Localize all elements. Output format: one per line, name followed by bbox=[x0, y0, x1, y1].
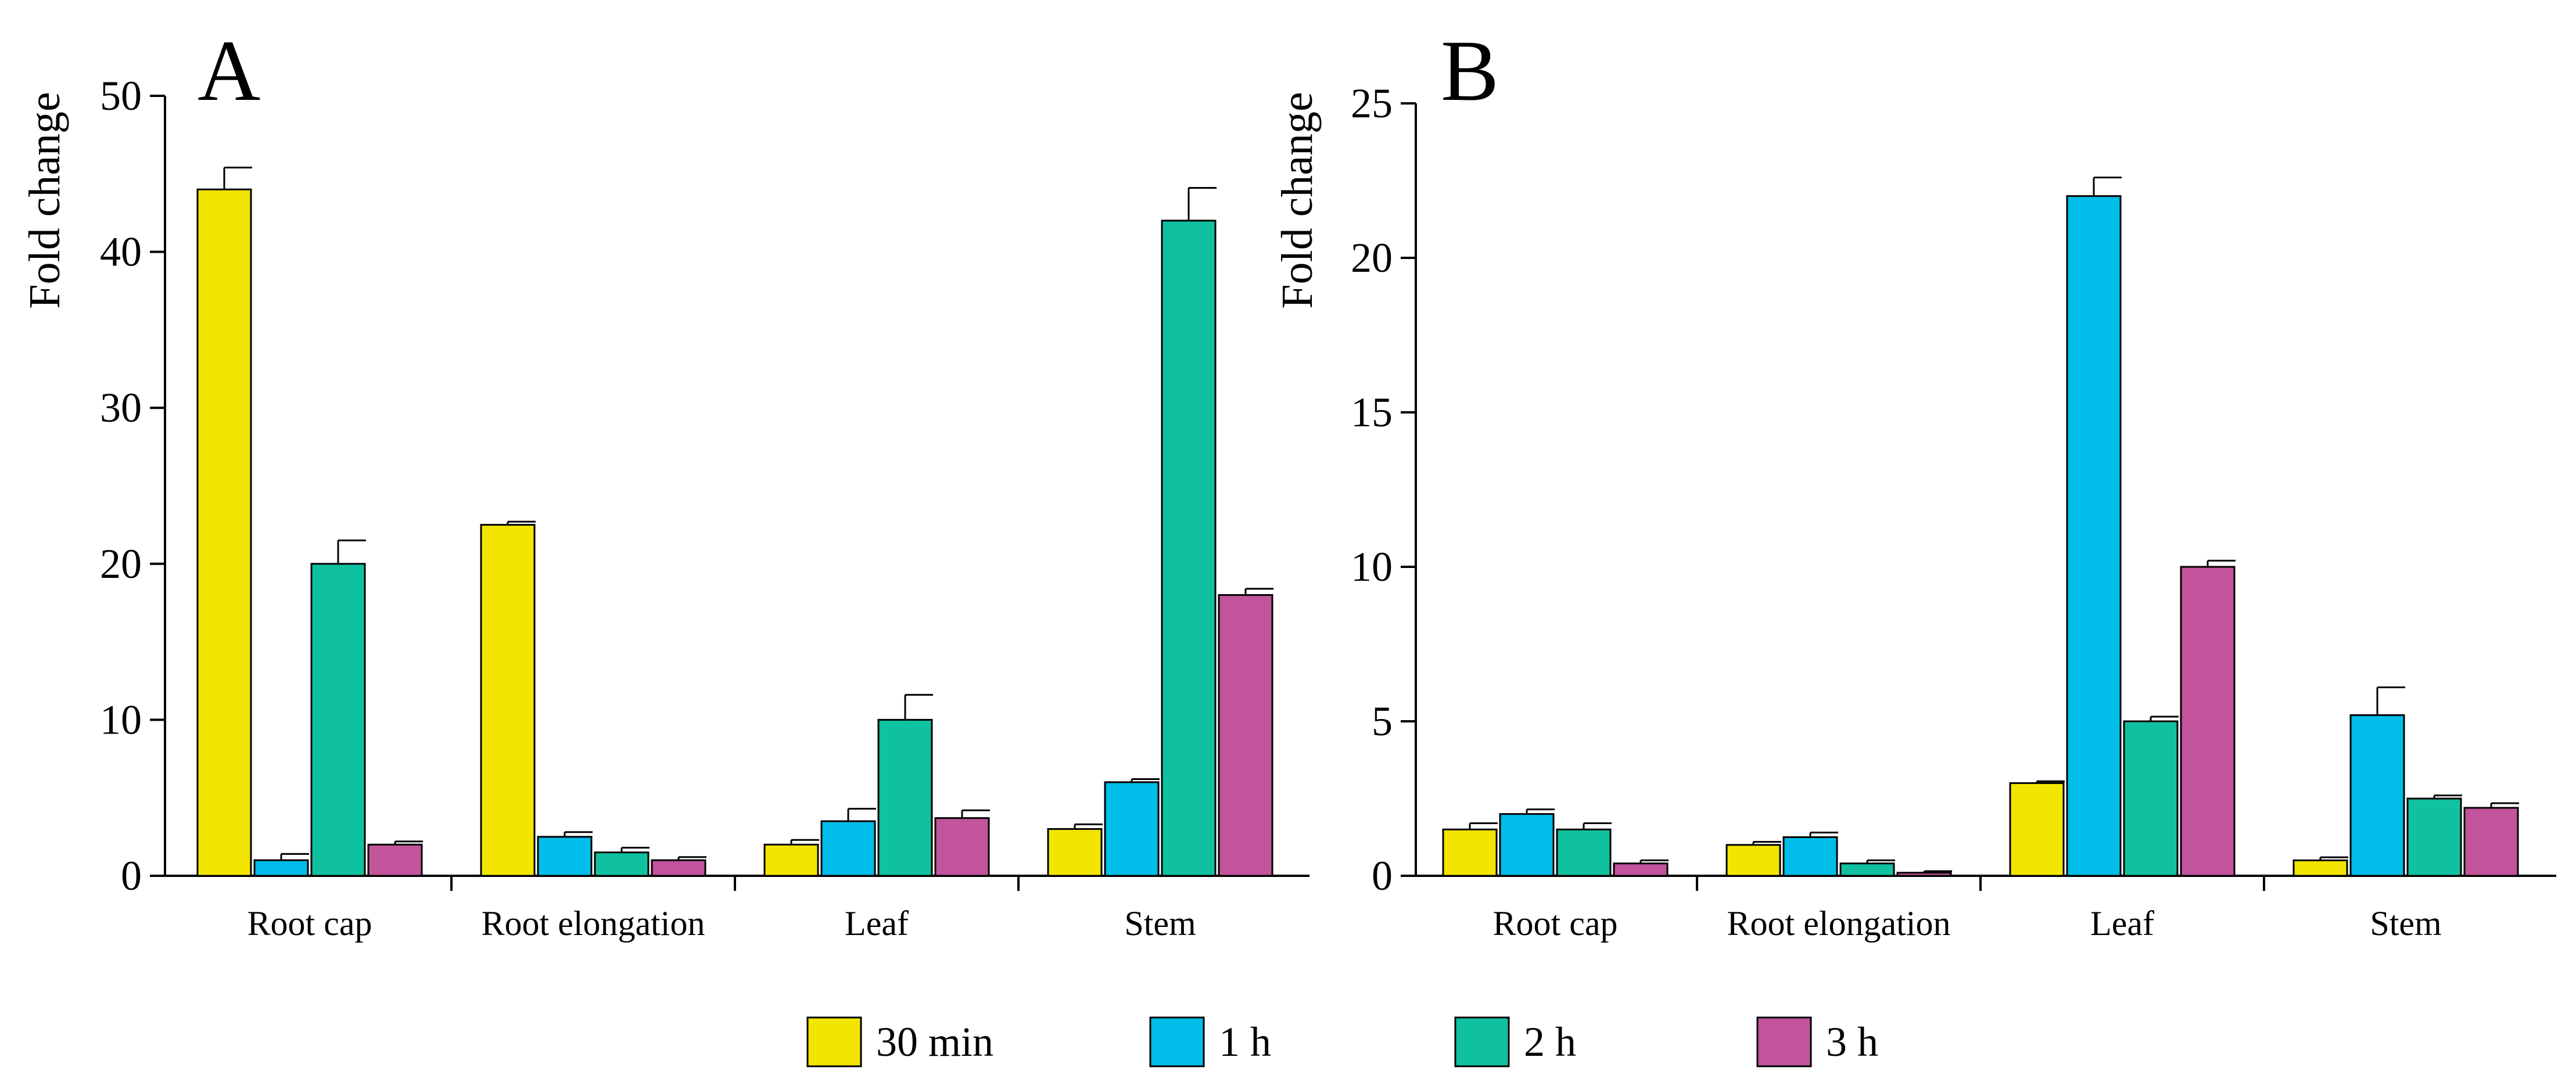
panel-b-chart: B Fold change 0 5 10 15 20 25 Root cap Root elo… bbox=[1273, 23, 2556, 943]
panel-a-bar bbox=[1104, 781, 1160, 877]
panel-b-category-label: Stem bbox=[2370, 904, 2441, 943]
panel-a-category-label: Stem bbox=[1124, 904, 1196, 943]
panel-b-bar bbox=[2292, 859, 2348, 877]
panel-b-bar bbox=[1499, 813, 1555, 877]
legend-swatch bbox=[806, 1016, 862, 1067]
panel-b-bar bbox=[1839, 862, 1895, 877]
legend-label: 30 min bbox=[876, 1019, 993, 1065]
panel-b-bar bbox=[1725, 844, 1781, 877]
legend-swatch bbox=[1149, 1016, 1205, 1067]
panel-a-bar bbox=[877, 718, 933, 877]
panel-b-bar bbox=[1782, 836, 1838, 877]
panel-a-y-tick-label: 50 bbox=[100, 73, 142, 119]
panel-b-bar bbox=[2349, 714, 2405, 877]
panel-b-category-label: Root cap bbox=[1493, 904, 1618, 943]
panel-b-y-tick-label: 10 bbox=[1351, 544, 1393, 590]
panel-b-bar bbox=[1613, 862, 1669, 877]
panel-b-bar bbox=[2180, 566, 2236, 877]
panel-b-y-tick-label: 0 bbox=[1372, 853, 1393, 899]
panel-b-category-label: Leaf bbox=[2090, 904, 2154, 943]
legend-label: 2 h bbox=[1524, 1019, 1576, 1065]
panel-b-category-label: Root elongation bbox=[1727, 904, 1951, 943]
panel-b-bar bbox=[1442, 828, 1498, 877]
panel-a-y-tick-label: 30 bbox=[100, 384, 142, 431]
panel-a-category-label: Root cap bbox=[247, 904, 372, 943]
panel-a-bar bbox=[253, 859, 309, 877]
legend: 30 min 1 h 2 h 3 h bbox=[806, 1016, 1878, 1067]
panel-a-y-tick-label: 10 bbox=[100, 696, 142, 743]
panel-a-category-label: Leaf bbox=[845, 904, 909, 943]
panel-a-bar bbox=[594, 851, 650, 877]
panel-b-bar bbox=[2009, 782, 2065, 877]
legend-label: 3 h bbox=[1826, 1019, 1878, 1065]
panel-a-y-tick-label: 20 bbox=[100, 541, 142, 587]
legend-swatch bbox=[1454, 1016, 1510, 1067]
panel-a-chart: A Fold change 0 10 20 30 40 50 Root cap Root el… bbox=[20, 23, 1309, 943]
panel-b-y-tick-label: 25 bbox=[1351, 80, 1393, 127]
legend-label: 1 h bbox=[1219, 1019, 1271, 1065]
panel-b-y-axis-title: Fold change bbox=[1273, 92, 1322, 309]
panel-a-bar bbox=[480, 524, 536, 877]
panel-a-y-axis-title: Fold change bbox=[20, 92, 69, 309]
panel-a-bar bbox=[367, 843, 423, 877]
panel-a-bar bbox=[820, 820, 876, 877]
panel-a-bar bbox=[1161, 220, 1217, 877]
panel-a-category-label: Root elongation bbox=[482, 904, 705, 943]
panel-b-y-tick-label: 15 bbox=[1351, 389, 1393, 436]
panel-b-bar bbox=[2406, 797, 2462, 877]
panel-a-bar bbox=[310, 563, 366, 877]
panel-a-bar bbox=[651, 859, 706, 877]
panel-b-bar bbox=[1556, 828, 1612, 877]
panel-b-letter: B bbox=[1441, 23, 1499, 119]
panel-b-y-tick-label: 5 bbox=[1372, 698, 1393, 745]
panel-a-bar bbox=[934, 817, 990, 877]
panel-b-bar bbox=[1896, 872, 1952, 877]
panel-a-bar bbox=[763, 843, 819, 877]
panel-a-bar bbox=[1047, 828, 1103, 877]
panel-a-bar bbox=[196, 188, 252, 877]
panel-a-y-tick-label: 0 bbox=[121, 853, 142, 899]
panel-a-letter: A bbox=[198, 23, 260, 119]
panel-b-y-tick-label: 20 bbox=[1351, 235, 1393, 281]
panel-a-bar bbox=[1218, 594, 1273, 877]
panel-b-bar bbox=[2463, 807, 2519, 877]
panel-b-bar bbox=[2066, 195, 2122, 877]
panel-b-bar bbox=[2123, 720, 2179, 877]
legend-swatch bbox=[1756, 1016, 1812, 1067]
panel-a-y-tick-label: 40 bbox=[100, 229, 142, 275]
panel-a-bar bbox=[537, 836, 593, 877]
